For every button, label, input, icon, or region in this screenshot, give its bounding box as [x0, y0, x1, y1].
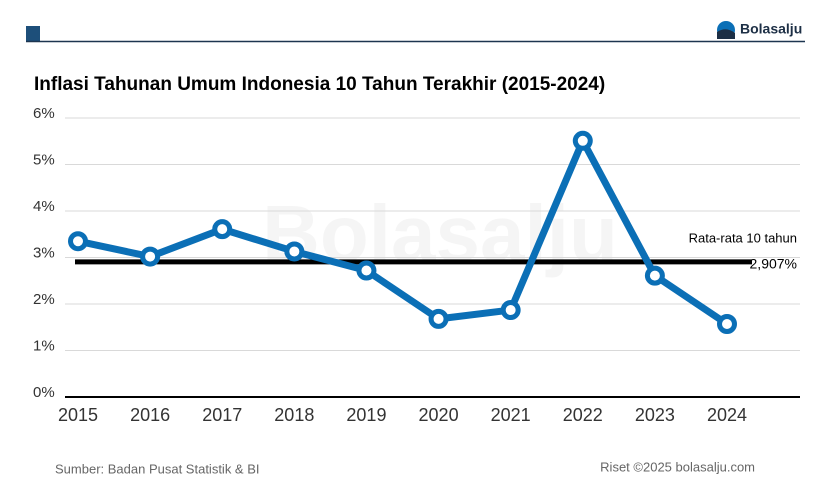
data-point	[284, 241, 305, 262]
data-point	[140, 246, 161, 267]
y-tick-label: 4%	[33, 198, 55, 215]
watermark: Bolasalju	[262, 189, 618, 278]
x-tick-label: 2016	[130, 405, 170, 425]
data-point	[500, 300, 521, 321]
y-tick-label: 6%	[33, 105, 55, 122]
logo-icon-base	[717, 29, 735, 39]
x-tick-label: 2022	[563, 405, 603, 425]
data-point	[644, 265, 665, 286]
source: Sumber: Badan Pusat Statistik & BI	[55, 461, 260, 476]
data-point	[356, 260, 377, 281]
y-tick-label: 2%	[33, 291, 55, 308]
data-line	[77, 137, 729, 327]
data-point	[572, 130, 593, 151]
brand: Bolasalju	[740, 21, 802, 37]
header-square	[26, 26, 40, 41]
data-point	[212, 219, 233, 240]
x-tick-label: 2021	[491, 405, 531, 425]
reference-value-label: 2,907%	[750, 256, 797, 272]
x-tick-label: 2020	[419, 405, 459, 425]
x-tick-label: 2019	[346, 405, 386, 425]
reference-label: Rata-rata 10 tahun	[689, 230, 797, 245]
y-tick-label: 5%	[33, 151, 55, 168]
data-point	[428, 308, 449, 329]
y-tick-label: 3%	[33, 244, 55, 261]
x-tick-label: 2024	[707, 405, 747, 425]
x-tick-label: 2015	[58, 405, 98, 425]
data-point	[717, 313, 737, 334]
credit: Riset ©2025 bolasalju.com	[600, 459, 755, 474]
x-tick-label: 2017	[202, 405, 242, 425]
y-tick-label: 0%	[33, 384, 55, 401]
x-tick-label: 2023	[635, 405, 675, 425]
data-point	[68, 231, 88, 252]
y-tick-label: 1%	[33, 337, 55, 354]
x-tick-label: 2018	[274, 405, 314, 425]
chart-title: Inflasi Tahunan Umum Indonesia 10 Tahun …	[34, 74, 605, 95]
